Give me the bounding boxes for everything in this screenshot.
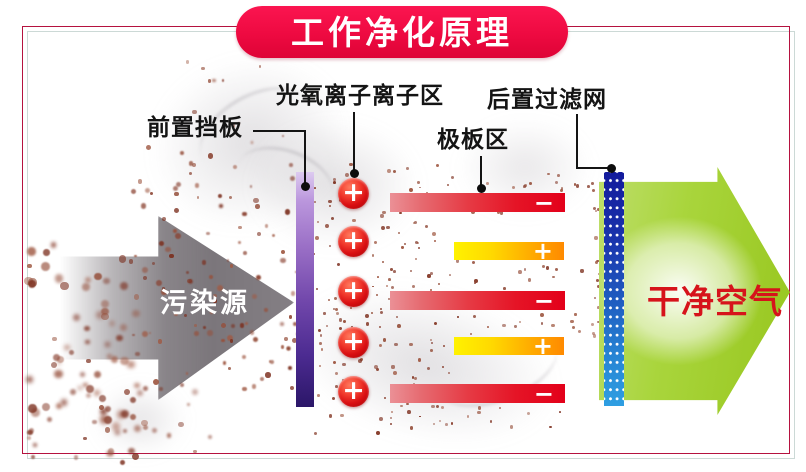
callout-dot (607, 164, 616, 173)
page-title: 工作净化原理 (291, 12, 513, 52)
rear-filter-label: 后置过滤网 (487, 87, 607, 113)
minus-icon: − (533, 188, 554, 217)
plus-icon: + (342, 225, 365, 256)
front-baffle-label: 前置挡板 (147, 115, 243, 141)
callout-dot (301, 182, 310, 191)
plus-icon: + (342, 375, 365, 406)
plate-zone-label: 极板区 (437, 127, 509, 153)
plus-icon: + (342, 177, 365, 208)
minus-icon: − (533, 379, 554, 408)
callout-line (253, 130, 305, 132)
pollution-source-label: 污染源 (160, 288, 250, 319)
ion-zone-label: 光氧离子离子区 (276, 83, 444, 109)
ion-plus-circle: + (338, 376, 369, 407)
plus-icon: + (532, 332, 553, 360)
ion-plus-circle: + (338, 276, 369, 307)
plate-bar-negative: − (390, 188, 565, 217)
plate-bar-positive: + (454, 237, 564, 265)
callout-dot (477, 184, 486, 193)
callout-line (576, 167, 612, 169)
minus-icon: − (533, 286, 554, 315)
plate-bar-negative: − (390, 286, 565, 315)
callout-line (480, 156, 482, 187)
callout-line (304, 130, 306, 185)
smoke-wisp (250, 120, 420, 250)
clean-air-label: 干净空气 (647, 282, 783, 321)
particle-dot (119, 459, 125, 466)
rear-filter-bar (604, 172, 624, 406)
ion-plus-circle: + (338, 178, 369, 209)
plus-icon: + (342, 326, 365, 357)
callout-line (576, 114, 578, 169)
front-baffle-bar (296, 172, 314, 407)
title-banner: 工作净化原理 (236, 6, 568, 58)
ion-plus-circle: + (338, 226, 369, 257)
callout-dot (350, 169, 359, 178)
plus-icon: + (342, 275, 365, 306)
ion-plus-circle: + (338, 327, 369, 358)
plate-bar-negative: − (390, 379, 565, 408)
plate-bar-positive: + (454, 332, 564, 360)
smoke-wisp (95, 385, 185, 455)
callout-line (353, 112, 355, 172)
plus-icon: + (532, 237, 553, 265)
